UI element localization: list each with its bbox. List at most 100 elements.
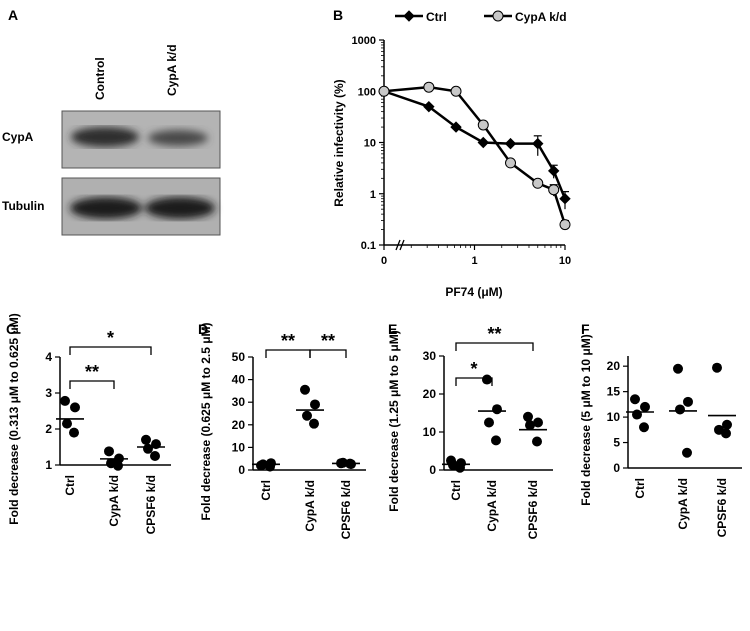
- panel-d-y-tick-label: 20: [232, 418, 246, 432]
- panel-d-category-label: CPSF6 k/d: [339, 480, 353, 539]
- panel-c-data-point: [69, 427, 79, 438]
- blot-label-cypa: CypA: [2, 130, 34, 144]
- panel-f-data-point: [673, 363, 683, 374]
- panel-f-data-point: [675, 404, 685, 415]
- cypa-blot-bands: [71, 127, 208, 147]
- panel-f-y-tick-label: 20: [607, 359, 621, 373]
- panel-e-data-point: [491, 435, 501, 446]
- panel-d-significance-label: **: [281, 331, 295, 351]
- panel-d-y-tick-label: 0: [238, 463, 245, 477]
- panel-c-significance-label: **: [85, 362, 99, 382]
- lane-label-cypa-kd: CypA k/d: [165, 44, 179, 96]
- panel-b-legend-label: Ctrl: [426, 10, 447, 24]
- panel-b: B 0.1 1 10 100 1000 0 1 10 PF74 (μM) Relative infe…: [332, 7, 571, 299]
- panel-e-y-label: Fold decrease (1.25 μM to 5 μM): [387, 330, 401, 511]
- lane-label-control: Control: [93, 57, 107, 100]
- panel-b-x-tick-label: 1: [471, 255, 477, 267]
- panel-c-y-tick-label: 2: [45, 422, 52, 436]
- panel-c-data-point: [62, 418, 72, 429]
- panel-d-y-tick-label: 10: [232, 440, 246, 454]
- panel-e-category-label: CPSF6 k/d: [526, 480, 540, 539]
- panel-e-y-tick-label: 0: [429, 463, 436, 477]
- panel-e-letter: E: [388, 321, 397, 337]
- panel-d-y-tick-label: 50: [232, 350, 246, 364]
- panel-e-data-point: [533, 417, 543, 428]
- panel-c-data-point: [150, 451, 160, 461]
- panel-d-data-point: [265, 461, 275, 472]
- panel-f-data-point: [640, 401, 650, 412]
- panel-e-y-tick-label: 10: [423, 425, 437, 439]
- panel-b-point-ctrl: [532, 137, 544, 150]
- panel-f-category-label: CypA k/d: [676, 478, 690, 530]
- panel-e-data-point: [492, 404, 502, 415]
- blot-label-tubulin: Tubulin: [2, 199, 44, 213]
- panel-c-data-point: [143, 443, 153, 454]
- panel-f-y-tick-label: 0: [613, 461, 620, 475]
- panel-f-data-point: [682, 447, 692, 458]
- panel-e-category-label: CypA k/d: [485, 480, 499, 532]
- panel-f-data-point: [632, 409, 642, 420]
- panel-a: A Control CypA k/d CypA Tubulin: [2, 7, 221, 236]
- panel-b-point-cypa: [477, 119, 489, 131]
- panel-e-data-point: [532, 436, 542, 447]
- panel-b-legend-marker: [492, 10, 504, 22]
- panel-b-series-line: [383, 85, 567, 225]
- panel-b-y-tick-label: 1000: [352, 35, 376, 47]
- panel-c-data-point: [141, 434, 151, 445]
- panel-f-y-tick-label: 10: [607, 410, 621, 424]
- panel-c-data-point: [104, 446, 114, 457]
- panel-f-y-tick-label: 15: [607, 385, 621, 399]
- panel-b-point-cypa: [378, 85, 390, 97]
- panel-c-y-tick-label: 3: [45, 386, 52, 400]
- panel-a-letter: A: [8, 7, 18, 23]
- panel-b-y-tick-label: 10: [364, 138, 376, 150]
- panel-f-data-point: [639, 422, 649, 433]
- panel-b-point-cypa: [423, 81, 435, 93]
- panel-e-data-point: [525, 420, 535, 431]
- panel-e-significance-label: *: [470, 359, 477, 379]
- panel-e-significance-bracket: [455, 377, 493, 386]
- panel-d-data-point: [302, 410, 312, 421]
- panel-b-point-ctrl: [423, 100, 435, 113]
- panel-e-data-point: [455, 462, 465, 473]
- panel-b-y-tick-label: 1: [370, 189, 376, 201]
- panel-b-point-ctrl: [477, 136, 489, 149]
- panel-b-y-label: Relative infectivity (%): [332, 79, 346, 206]
- panel-e-data-point: [523, 411, 533, 422]
- panel-c-significance-bracket: [69, 346, 152, 355]
- panel-c-category-label: CPSF6 k/d: [144, 475, 158, 534]
- panel-b-y-tick-label: 100: [358, 86, 376, 98]
- panel-b-point-cypa: [548, 184, 560, 196]
- panel-f-category-label: Ctrl: [633, 478, 647, 499]
- panel-b-point-cypa: [559, 219, 571, 231]
- panel-e-y-tick-label: 30: [423, 349, 437, 363]
- panel-f-y-label: Fold decrease (5 μM to 10 μM): [579, 334, 593, 505]
- panel-b-x-tick-label: 10: [559, 255, 571, 267]
- panel-d-significance-bracket: [309, 349, 347, 358]
- tubulin-blot-bands: [70, 197, 215, 219]
- panel-d-y-tick-label: 30: [232, 395, 246, 409]
- panel-b-point-ctrl: [504, 137, 517, 150]
- panel-f-data-point: [683, 396, 693, 407]
- panel-c-letter: C: [6, 321, 16, 337]
- panel-b-axis-break: [395, 239, 405, 251]
- panel-b-x-label: PF74 (μM): [445, 285, 502, 299]
- panel-f-data-point: [721, 428, 731, 439]
- panel-d-category-label: Ctrl: [259, 480, 273, 501]
- panel-f-data-point: [712, 362, 722, 373]
- panel-e-significance-bracket: [455, 342, 534, 351]
- panel-b-point-ctrl: [450, 121, 462, 133]
- panel-b-point-ctrl: [559, 193, 571, 205]
- panel-b-y-tick-label: 0.1: [361, 240, 376, 252]
- panel-d: D 0 10 20 30 40 50 Ctrl CypA k/d CPSF6 k/d ** ** Fol…: [198, 321, 366, 539]
- panel-b-point-cypa: [532, 177, 544, 189]
- panel-d-letter: D: [198, 321, 208, 337]
- panel-c-y-tick-label: 1: [45, 458, 52, 472]
- panel-f-category-label: CPSF6 k/d: [715, 478, 729, 537]
- panel-c-y-label: Fold decrease (0.313 μM to 0.625 μM): [7, 313, 21, 524]
- panel-d-data-point: [310, 399, 320, 410]
- panel-b-legend-label: CypA k/d: [515, 10, 567, 24]
